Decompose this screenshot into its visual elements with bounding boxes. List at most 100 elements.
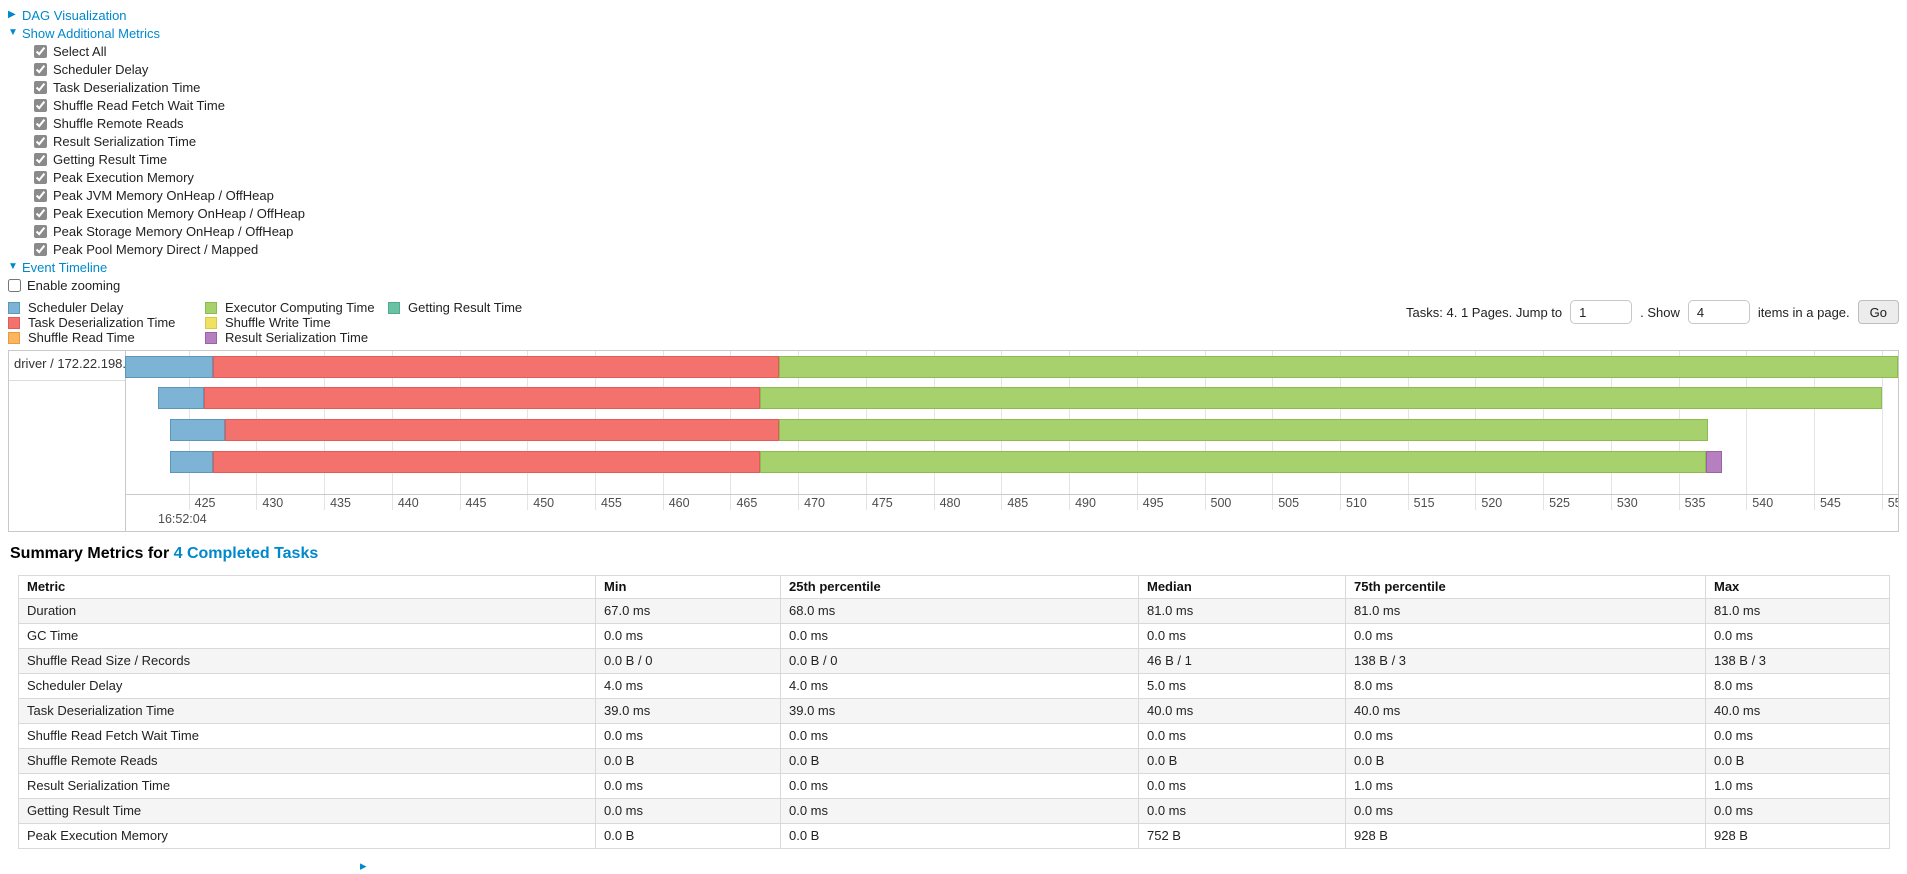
summary-heading-text: Summary Metrics for — [10, 545, 174, 562]
metric-checkbox[interactable] — [34, 242, 47, 256]
timeline-legend: Scheduler Delay Task Deserialization Time… — [8, 300, 522, 345]
summary-table-row: Shuffle Read Size / Records 0.0 B / 0 0.0 … — [18, 648, 1890, 674]
axis-tick-label: 445 — [465, 496, 487, 510]
summary-table-header: Metric Min 25th percentile Median 75th perce… — [18, 575, 1890, 599]
timeline-bar-segment-executor-computing[interactable] — [760, 387, 1882, 409]
metric-value-cell: 0.0 B — [780, 823, 1139, 849]
dag-visualization-link[interactable]: DAG Visualization — [22, 7, 127, 23]
enable-zooming-row[interactable]: Enable zooming — [8, 276, 1907, 294]
legend-swatch-icon — [205, 301, 217, 314]
legend-item: Shuffle Read Time — [8, 330, 205, 345]
axis-tick — [865, 495, 867, 510]
metrics-checkbox-list: Select All Scheduler Delay Task Deserializ… — [34, 42, 1907, 258]
metric-checkbox[interactable] — [34, 62, 47, 76]
metric-checkbox-row[interactable]: Scheduler Delay — [34, 60, 1907, 78]
metric-checkbox[interactable] — [34, 116, 47, 130]
metric-value-cell: 0.0 B / 0 — [780, 648, 1139, 674]
timeline-bar-segment-scheduler-delay[interactable] — [157, 387, 204, 409]
axis-tick-label: 425 — [194, 496, 216, 510]
jump-to-page-input[interactable] — [1570, 300, 1633, 324]
metric-value-cell: 0.0 ms — [1345, 723, 1706, 749]
timeline-bar-segment-executor-computing[interactable] — [779, 419, 1709, 441]
metric-checkbox[interactable] — [34, 98, 47, 112]
axis-tick-label: 510 — [1345, 496, 1367, 510]
legend-column: Getting Result Time — [388, 300, 522, 315]
axis-tick — [1339, 495, 1341, 510]
summary-column-header: Median — [1138, 575, 1346, 599]
completed-tasks-link[interactable]: 4 Completed Tasks — [173, 545, 319, 562]
metric-value-cell: 39.0 ms — [780, 698, 1139, 724]
metric-checkbox-row[interactable]: Shuffle Remote Reads — [34, 114, 1907, 132]
metric-checkbox-row[interactable]: Result Serialization Time — [34, 132, 1907, 150]
metric-value-cell: 4.0 ms — [595, 673, 781, 699]
metric-value-cell: 0.0 B — [1345, 748, 1706, 774]
metric-checkbox-label: Select All — [53, 43, 107, 59]
metric-checkbox-row[interactable]: Peak JVM Memory OnHeap / OffHeap — [34, 186, 1907, 204]
dag-visualization-toggle[interactable]: ▶ DAG Visualization — [8, 6, 1907, 24]
metric-checkbox-row[interactable]: Task Deserialization Time — [34, 78, 1907, 96]
metric-checkbox-row[interactable]: Select All — [34, 42, 1907, 60]
metric-checkbox[interactable] — [34, 170, 47, 184]
metric-checkbox-row[interactable]: Getting Result Time — [34, 150, 1907, 168]
metric-value-cell: 0.0 ms — [780, 623, 1139, 649]
legend-label: Task Deserialization Time — [28, 315, 176, 330]
timeline-bar-segment-task-deserialization[interactable] — [203, 387, 761, 409]
axis-tick — [1475, 495, 1477, 510]
timeline-bar-segment-executor-computing[interactable] — [779, 356, 1898, 378]
metric-checkbox-row[interactable]: Peak Pool Memory Direct / Mapped — [34, 240, 1907, 258]
metric-checkbox-row[interactable]: Shuffle Read Fetch Wait Time — [34, 96, 1907, 114]
timeline-bar-segment-task-deserialization[interactable] — [213, 356, 780, 378]
metric-value-cell: 0.0 ms — [595, 798, 781, 824]
metric-value-cell: 0.0 ms — [780, 723, 1139, 749]
timeline-bar-segment-executor-computing[interactable] — [760, 451, 1706, 473]
next-section-arrow-icon[interactable]: ▸ — [360, 858, 367, 873]
metric-value-cell: 40.0 ms — [1345, 698, 1706, 724]
timeline-bar-segment-result-serialization[interactable] — [1705, 451, 1722, 473]
metric-name-cell: Shuffle Remote Reads — [18, 748, 596, 774]
summary-table-row: Peak Execution Memory 0.0 B 0.0 B 752 B 928 … — [18, 823, 1890, 849]
legend-item: Getting Result Time — [388, 300, 522, 315]
metric-checkbox-row[interactable]: Peak Execution Memory — [34, 168, 1907, 186]
metric-name-cell: Duration — [18, 598, 596, 624]
metric-checkbox[interactable] — [34, 80, 47, 94]
axis-tick-label: 470 — [804, 496, 826, 510]
metric-checkbox[interactable] — [34, 224, 47, 238]
legend-label: Result Serialization Time — [225, 330, 369, 345]
metric-checkbox[interactable] — [34, 188, 47, 202]
summary-table-row: Getting Result Time 0.0 ms 0.0 ms 0.0 ms 0.0… — [18, 798, 1890, 824]
timeline-bar-segment-task-deserialization[interactable] — [213, 451, 761, 473]
event-timeline-link[interactable]: Event Timeline — [22, 259, 108, 275]
metric-checkbox[interactable] — [34, 152, 47, 166]
metric-value-cell: 0.0 ms — [780, 798, 1139, 824]
metric-checkbox-label: Getting Result Time — [53, 151, 168, 167]
timeline-bar-segment-scheduler-delay[interactable] — [169, 419, 226, 441]
axis-tick-label: 540 — [1752, 496, 1774, 510]
axis-tick — [527, 495, 529, 510]
show-additional-metrics-toggle[interactable]: ▼ Show Additional Metrics — [8, 24, 1907, 42]
show-additional-metrics-link[interactable]: Show Additional Metrics — [22, 25, 161, 41]
metric-checkbox-row[interactable]: Peak Storage Memory OnHeap / OffHeap — [34, 222, 1907, 240]
axis-tick-label: 435 — [330, 496, 351, 510]
metric-checkbox[interactable] — [34, 134, 47, 148]
enable-zooming-label: Enable zooming — [27, 277, 121, 293]
event-timeline-toggle[interactable]: ▼ Event Timeline — [8, 258, 1907, 276]
axis-tick — [798, 495, 800, 510]
timeline-group-column: driver / 172.22.198.104 — [9, 351, 126, 531]
summary-table-row: Result Serialization Time 0.0 ms 0.0 ms 0.0… — [18, 773, 1890, 799]
gridline — [1881, 351, 1883, 494]
axis-tick-label: 430 — [262, 496, 284, 510]
enable-zooming-checkbox[interactable] — [8, 278, 21, 292]
summary-table-row: Shuffle Remote Reads 0.0 B 0.0 B 0.0 B 0.0 B… — [18, 748, 1890, 774]
items-per-page-input[interactable] — [1687, 300, 1750, 324]
metric-checkbox-row[interactable]: Peak Execution Memory OnHeap / OffHeap — [34, 204, 1907, 222]
timeline-group-label: driver / 172.22.198.104 — [9, 351, 125, 381]
legend-label: Executor Computing Time — [225, 300, 375, 315]
timeline-bar-segment-scheduler-delay[interactable] — [169, 451, 214, 473]
metric-value-cell: 8.0 ms — [1345, 673, 1706, 699]
summary-table-row: Task Deserialization Time 39.0 ms 39.0 ms 4… — [18, 698, 1890, 724]
metric-checkbox[interactable] — [34, 44, 47, 58]
timeline-bar-segment-task-deserialization[interactable] — [225, 419, 780, 441]
timeline-bar-segment-scheduler-delay[interactable] — [125, 356, 214, 378]
go-button[interactable]: Go — [1857, 300, 1899, 324]
metric-checkbox[interactable] — [34, 206, 47, 220]
